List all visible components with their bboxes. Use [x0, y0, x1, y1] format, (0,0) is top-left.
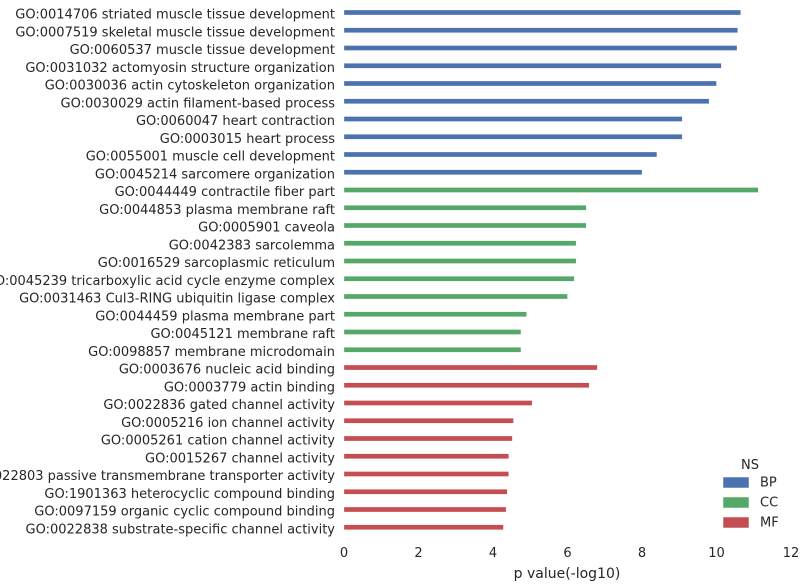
category-label: GO:0022836 gated channel activity	[103, 398, 335, 413]
bar	[343, 489, 508, 495]
bar	[343, 311, 527, 317]
bar	[343, 258, 577, 264]
bar	[343, 347, 522, 353]
legend: NS BP CC MF	[722, 458, 779, 531]
bar	[343, 187, 759, 193]
category-label: GO:0022803 passive transmembrane transpo…	[0, 469, 335, 484]
category-label: GO:0060047 heart contraction	[136, 114, 335, 129]
category-label: GO:0045121 membrane raft	[150, 327, 335, 342]
x-tick-label: 0	[340, 546, 348, 561]
category-label: GO:0015267 channel activity	[145, 451, 335, 466]
category-label: GO:0044449 contractile fiber part	[115, 185, 335, 200]
bar	[343, 400, 533, 406]
bar	[343, 524, 504, 530]
bar	[343, 80, 717, 87]
legend-title: NS	[741, 458, 759, 473]
x-tick-label: 4	[489, 546, 497, 561]
category-label: GO:0097159 organic cyclic compound bindi…	[34, 505, 335, 520]
bar	[343, 382, 590, 388]
category-label: GO:0044853 plasma membrane raft	[99, 203, 335, 218]
category-label: GO:0045239 tricarboxylic acid cycle enzy…	[0, 274, 335, 289]
x-tick-label: 10	[708, 546, 725, 561]
bar	[343, 27, 738, 33]
bar	[343, 293, 568, 300]
bar	[343, 9, 741, 16]
legend-items: BP CC MF	[722, 476, 779, 531]
category-label: GO:0055001 muscle cell development	[86, 150, 335, 165]
category-label: GO:0014706 striated muscle tissue develo…	[15, 8, 335, 23]
legend-swatch	[722, 496, 750, 509]
category-label: GO:0044459 plasma membrane part	[95, 309, 335, 324]
bar	[343, 116, 683, 122]
category-label: GO:0016529 sarcoplasmic reticulum	[98, 256, 335, 271]
legend-swatch	[722, 476, 750, 489]
bar	[343, 471, 509, 477]
bar	[343, 435, 513, 442]
category-label: GO:0005901 caveola	[198, 221, 335, 236]
bar	[343, 506, 507, 513]
legend-swatch	[722, 516, 750, 529]
legend-label: MF	[760, 516, 779, 531]
category-label: GO:0005261 cation channel activity	[101, 434, 335, 449]
category-label: GO:0098857 membrane microdomain	[88, 345, 335, 360]
bar	[343, 134, 683, 140]
x-axis-title: p value(-log10)	[514, 566, 621, 582]
bar	[343, 240, 577, 246]
category-label: GO:0042383 sarcolemma	[169, 238, 335, 253]
category-label: GO:0005216 ion channel activity	[121, 416, 335, 431]
bar	[343, 418, 514, 424]
x-tick-label: 12	[783, 546, 800, 561]
bar	[343, 45, 738, 51]
bar	[343, 276, 575, 282]
x-tick-label: 8	[638, 546, 646, 561]
bar	[343, 364, 598, 371]
category-label: GO:0045214 sarcomere organization	[95, 167, 335, 182]
x-tick-label: 6	[563, 546, 571, 561]
bar	[343, 169, 643, 175]
category-label: GO:0003015 heart process	[160, 132, 335, 147]
category-label: GO:0030036 actin cytoskeleton organizati…	[45, 79, 335, 94]
bar	[343, 151, 658, 158]
bar	[343, 205, 587, 211]
category-label: GO:0031032 actomyosin structure organiza…	[25, 61, 335, 76]
category-label: GO:1901363 heterocyclic compound binding	[44, 487, 335, 502]
category-label: GO:0031463 Cul3-RING ubiquitin ligase co…	[19, 292, 335, 307]
bar	[343, 329, 522, 335]
category-label: GO:0060537 muscle tissue development	[70, 43, 335, 58]
category-label: GO:0003779 actin binding	[164, 380, 335, 395]
legend-label: BP	[760, 476, 777, 491]
legend-label: CC	[760, 496, 778, 511]
bar	[343, 222, 587, 229]
x-tick-labels: 0 2 4 6 8 10 12	[340, 546, 799, 561]
category-label: GO:0022838 substrate-specific channel ac…	[26, 522, 336, 537]
category-label: GO:0030029 actin filament-based process	[61, 96, 336, 111]
bar	[343, 98, 710, 104]
bar	[343, 453, 509, 459]
category-label: GO:0003676 nucleic acid binding	[119, 363, 335, 378]
category-label: GO:0007519 skeletal muscle tissue develo…	[15, 25, 335, 40]
category-labels: GO:0014706 striated muscle tissue develo…	[0, 8, 335, 538]
x-tick-label: 2	[414, 546, 422, 561]
bar	[343, 63, 722, 69]
bars-group	[343, 9, 759, 530]
